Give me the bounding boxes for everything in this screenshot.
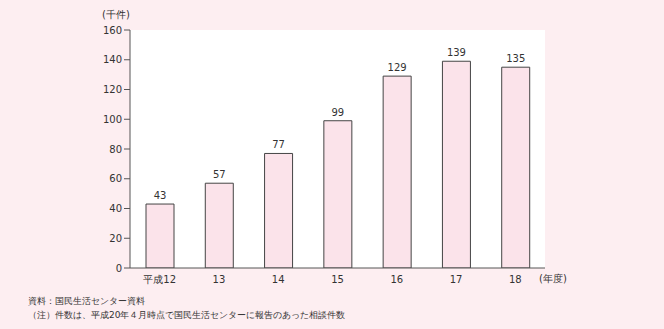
html-text:資料：国民生活センター資料: 資料：国民生活センター資料 <box>28 296 145 306</box>
svg-text:57: 57 <box>213 169 226 180</box>
svg-text:140: 140 <box>103 54 122 65</box>
html-text:(年度): (年度) <box>539 273 567 284</box>
svg-text:139: 139 <box>447 47 466 58</box>
svg-text:18: 18 <box>509 274 522 285</box>
svg-text:0: 0 <box>116 263 122 274</box>
html-text:(千件): (千件) <box>102 9 130 20</box>
svg-text:40: 40 <box>109 203 122 214</box>
svg-text:14: 14 <box>272 274 285 285</box>
svg-text:43: 43 <box>154 190 167 201</box>
svg-text:平成12: 平成12 <box>143 274 176 285</box>
svg-text:135: 135 <box>506 53 525 64</box>
svg-text:20: 20 <box>109 233 122 244</box>
svg-text:129: 129 <box>388 62 407 73</box>
svg-text:80: 80 <box>109 144 122 155</box>
html-text:（注）件数は、平成20年４月時点で国民生活センターに報告のあ: （注）件数は、平成20年４月時点で国民生活センターに報告のあった相談件数 <box>28 310 346 320</box>
svg-text:17: 17 <box>450 274 463 285</box>
svg-text:120: 120 <box>103 84 122 95</box>
svg-text:100: 100 <box>103 114 122 125</box>
svg-text:160: 160 <box>103 25 122 36</box>
svg-text:15: 15 <box>331 274 344 285</box>
svg-text:13: 13 <box>213 274 226 285</box>
svg-text:60: 60 <box>109 173 122 184</box>
svg-text:99: 99 <box>331 107 344 118</box>
svg-text:16: 16 <box>390 274 403 285</box>
svg-text:77: 77 <box>272 139 285 150</box>
